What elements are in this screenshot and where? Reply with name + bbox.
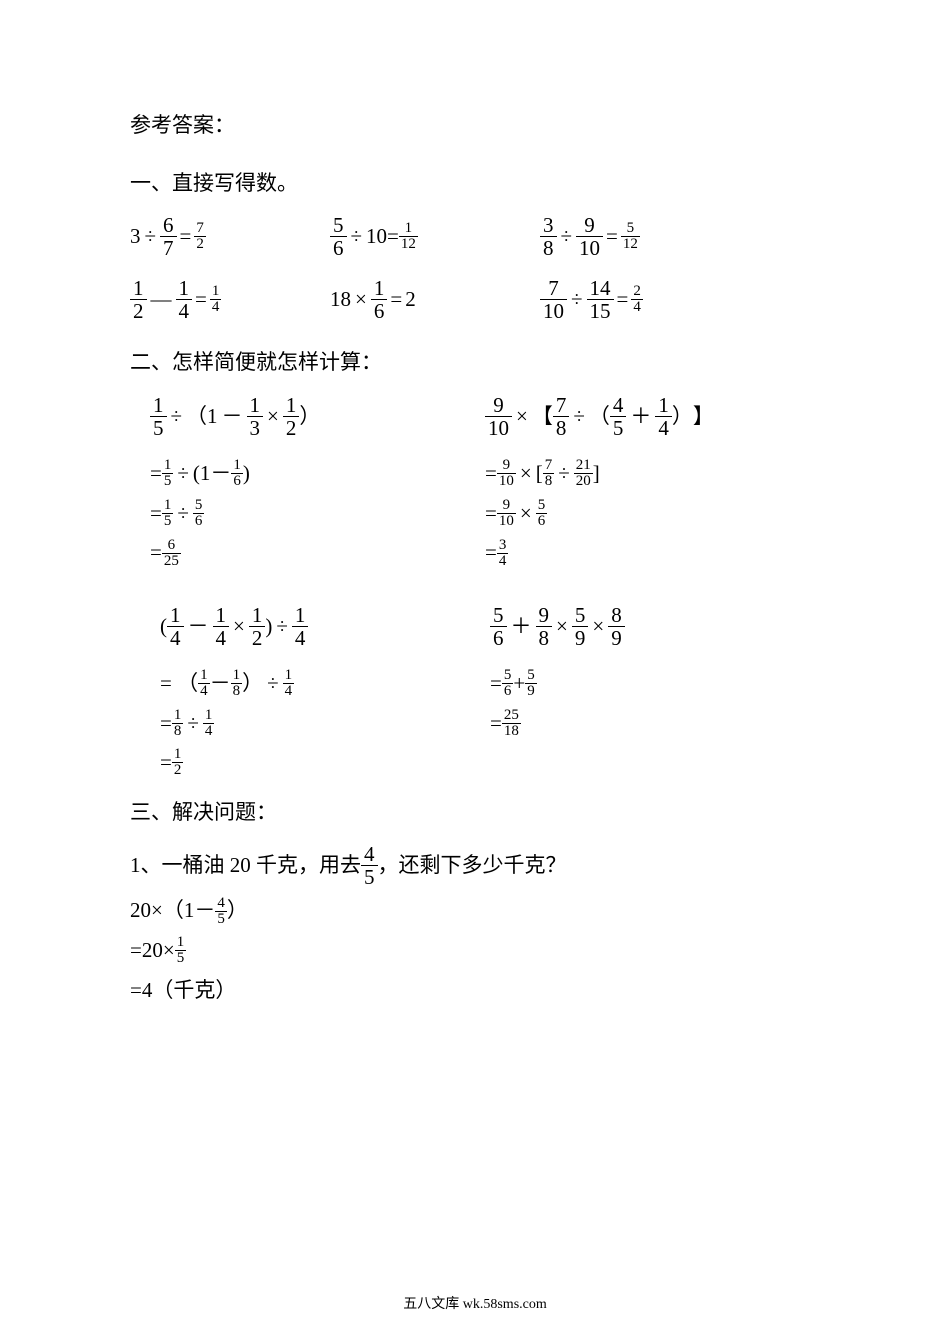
s2-p2-left: ( 14 － 14 × 12 ) ÷ 14 = （ 14 － 18 ） ÷ 14 (130, 604, 490, 786)
s2p1l-step1: = 15 ÷ (1 － 16 ) (150, 457, 485, 491)
s2p2r-header: 56 ＋ 98 × 59 × 89 (490, 604, 820, 649)
s2p1l-step2: = 15 ÷ 56 (150, 497, 485, 531)
s1i4-frac1: 12 (130, 277, 147, 322)
s2p1r-step1: = 910 × [ 78 ÷ 2120 ] (485, 457, 820, 491)
s1i2-op: ÷ (351, 220, 363, 254)
s2p1r-header: 910 × 【 78 ÷ （ 45 ＋ 14 ） 】 (485, 394, 820, 439)
s2p2l-step2: = 18 ÷ 14 (160, 707, 490, 741)
s1i6-eq: = (617, 283, 629, 317)
s2p1l-header: 15 ÷ （1 － 13 × 12 ） (150, 394, 485, 439)
s2p2r-step2: = 2518 (490, 707, 820, 741)
s1i3-eq: = (606, 220, 618, 254)
s1-row1: 3 ÷ 67 = 72 56 ÷ 10 = 112 38 ÷ 910 = 512 (130, 214, 820, 259)
s1-row2: 12 — 14 = 14 18 × 16 = 2 710 ÷ 1415 = 24 (130, 277, 820, 322)
s2p1l-step3: = 625 (150, 536, 485, 570)
s2p2l-step3: = 12 (160, 746, 490, 780)
s1i5-frac1: 16 (371, 277, 388, 322)
s1i2-mid: 10 (366, 220, 387, 254)
s3q1-pre: 1、一桶油 20 千克，用去 (130, 849, 361, 883)
s1i3-frac2: 910 (576, 214, 603, 259)
s1i1-frac2: 72 (194, 221, 206, 252)
s1i6-op: ÷ (571, 283, 583, 317)
s1i2-eq: = (387, 220, 399, 254)
s1i3-op: ÷ (561, 220, 573, 254)
s1-item1: 3 ÷ 67 = 72 (130, 214, 330, 259)
section2-title: 二、怎样简便就怎样计算： (130, 346, 820, 380)
s1-item3: 38 ÷ 910 = 512 (540, 214, 640, 259)
s1i1-op: ÷ (145, 220, 157, 254)
s1i4-frac3: 14 (210, 284, 222, 315)
s1i2-frac2: 112 (399, 221, 418, 252)
s1i3-frac1: 38 (540, 214, 557, 259)
s1i4-op: — (151, 283, 172, 317)
s1i4-frac2: 14 (176, 277, 193, 322)
page-footer: 五八文库 wk.58sms.com (0, 1294, 950, 1316)
s2p2r-step1: = 56 + 59 (490, 667, 820, 701)
s1i1-eq: = (180, 220, 192, 254)
s2p1r-step2: = 910 × 56 (485, 497, 820, 531)
s1i5-pre: 18 (330, 283, 351, 317)
s1i2-frac1: 56 (330, 214, 347, 259)
s1i5-rhs: 2 (405, 283, 416, 317)
s2p2l-header: ( 14 － 14 × 12 ) ÷ 14 (160, 604, 490, 649)
section3-title: 三、解决问题： (130, 796, 820, 830)
s1i3-frac3: 512 (621, 221, 640, 252)
s1i6-frac2: 1415 (587, 277, 614, 322)
s1-item4: 12 — 14 = 14 (130, 277, 330, 322)
s1i1-pre: 3 (130, 220, 141, 254)
s1i4-eq: = (195, 283, 207, 317)
s2p1r-step3: = 34 (485, 536, 820, 570)
s3q1-post: ，还剩下多少千克？ (378, 849, 567, 883)
s1-item6: 710 ÷ 1415 = 24 (540, 277, 643, 322)
s3q1-frac: 45 (361, 843, 378, 888)
s1i6-frac3: 24 (631, 284, 643, 315)
s2-p2: ( 14 － 14 × 12 ) ÷ 14 = （ 14 － 18 ） ÷ 14 (130, 604, 820, 786)
s1i5-op: × (355, 283, 367, 317)
s1-item2: 56 ÷ 10 = 112 (330, 214, 540, 259)
s1i6-frac1: 710 (540, 277, 567, 322)
s2-p2-right: 56 ＋ 98 × 59 × 89 = 56 + 59 = 2518 (490, 604, 820, 786)
s1i1-frac1: 67 (160, 214, 177, 259)
s3-step2: =20× 15 (130, 934, 820, 968)
s2-p1: 15 ÷ （1 － 13 × 12 ） = 15 ÷ (1 － 16 ) = (130, 394, 820, 576)
s1i5-eq: = (390, 283, 402, 317)
s3-step3: =4（千克） (130, 974, 820, 1008)
s1-item5: 18 × 16 = 2 (330, 277, 540, 322)
answers-header: 参考答案： (130, 109, 820, 143)
s3-step1: 20×（1－ 45 ） (130, 894, 820, 928)
s3-q1: 1、一桶油 20 千克，用去 45 ，还剩下多少千克？ (130, 843, 820, 888)
s2-p1-right: 910 × 【 78 ÷ （ 45 ＋ 14 ） 】 = 910 × [ 78 … (485, 394, 820, 576)
s2-p1-left: 15 ÷ （1 － 13 × 12 ） = 15 ÷ (1 － 16 ) = (130, 394, 485, 576)
s2p2l-step1: = （ 14 － 18 ） ÷ 14 (160, 667, 490, 701)
section1-title: 一、直接写得数。 (130, 167, 820, 201)
